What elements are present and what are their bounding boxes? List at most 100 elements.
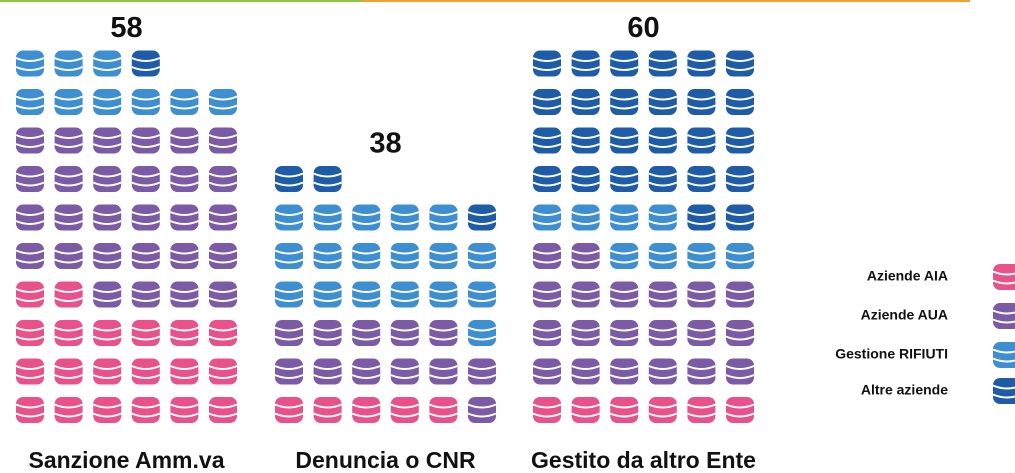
icon-sep bbox=[725, 403, 755, 409]
icon-sep bbox=[648, 95, 678, 101]
icon-sep bbox=[687, 365, 716, 370]
icon-sep bbox=[208, 288, 238, 293]
icon-group bbox=[274, 204, 497, 346]
icon-body bbox=[571, 50, 600, 77]
icon-sep bbox=[648, 66, 678, 71]
total-label: 60 bbox=[627, 12, 659, 44]
icon-sep bbox=[208, 365, 238, 370]
icon-body bbox=[93, 166, 122, 192]
icon-sep bbox=[313, 412, 342, 418]
icon-group bbox=[15, 127, 238, 308]
icon-sep bbox=[131, 258, 161, 264]
icon-sep bbox=[390, 403, 420, 409]
icon-body bbox=[687, 397, 716, 423]
icon-sep bbox=[725, 288, 755, 293]
icon-sep bbox=[609, 297, 639, 302]
icon-sep bbox=[170, 249, 199, 255]
icon-sep bbox=[92, 249, 122, 255]
icon-sep bbox=[131, 249, 161, 255]
icon-sep bbox=[725, 66, 755, 71]
icon-sep bbox=[687, 335, 716, 341]
icon-body bbox=[93, 320, 122, 346]
icon-sep bbox=[92, 297, 122, 302]
icon-body bbox=[170, 204, 199, 231]
icon-body bbox=[571, 281, 600, 308]
icon-sep bbox=[54, 288, 83, 293]
icon-sep bbox=[571, 104, 600, 110]
icon-body bbox=[352, 243, 381, 269]
icon-sep bbox=[54, 249, 83, 255]
icon-body bbox=[726, 127, 754, 154]
icon-body bbox=[93, 89, 122, 115]
icon-sep bbox=[532, 104, 562, 110]
icon-sep bbox=[274, 258, 304, 264]
icon-body bbox=[533, 320, 561, 346]
icon-sep bbox=[54, 134, 83, 139]
icon-sep bbox=[467, 326, 497, 332]
icon-sep bbox=[609, 57, 639, 62]
icon-body bbox=[726, 397, 754, 423]
icon-sep bbox=[313, 403, 342, 409]
icon-sep bbox=[15, 249, 45, 255]
legend-label: Aziende AIA bbox=[867, 268, 948, 284]
icon-group bbox=[532, 397, 755, 423]
icon-sep bbox=[687, 326, 716, 332]
legend-label: Aziende AUA bbox=[861, 307, 948, 323]
icon-body bbox=[610, 281, 639, 308]
icon-body bbox=[16, 166, 44, 192]
icon-body bbox=[54, 320, 83, 346]
icon-group bbox=[532, 243, 755, 385]
icon-body bbox=[468, 204, 496, 231]
icon-body bbox=[571, 243, 600, 269]
icon-sep bbox=[532, 258, 562, 264]
icon-sep bbox=[609, 374, 639, 379]
icon-sep bbox=[725, 258, 755, 264]
icon-sep bbox=[15, 403, 45, 409]
icon-sep bbox=[725, 220, 755, 225]
icon-sep bbox=[92, 258, 122, 264]
icon-sep bbox=[313, 297, 342, 302]
icon-body bbox=[275, 320, 303, 346]
icon-body bbox=[93, 204, 122, 231]
icon-sep bbox=[313, 220, 342, 225]
icon-sep bbox=[92, 57, 122, 62]
icon-body bbox=[390, 397, 419, 423]
icon-sep bbox=[992, 270, 1015, 276]
icon-sep bbox=[313, 326, 342, 332]
icon-body bbox=[610, 89, 639, 115]
icon-sep bbox=[15, 258, 45, 264]
icon-sep bbox=[131, 326, 161, 332]
icon-sep bbox=[429, 365, 458, 370]
icon-sep bbox=[131, 220, 161, 225]
icon-sep bbox=[390, 412, 420, 418]
icon-sep bbox=[351, 211, 381, 216]
icon-sep bbox=[274, 374, 304, 379]
icon-sep bbox=[208, 249, 238, 255]
icon-sep bbox=[390, 249, 420, 255]
icon-sep bbox=[351, 249, 381, 255]
icon-body bbox=[54, 166, 83, 192]
icon-group bbox=[131, 50, 161, 77]
icon-sep bbox=[15, 95, 45, 101]
icon-sep bbox=[687, 249, 716, 255]
icon-sep bbox=[54, 143, 83, 148]
icon-sep bbox=[92, 403, 122, 409]
icon-body bbox=[687, 204, 716, 231]
icon-body bbox=[352, 281, 381, 308]
icon-body bbox=[131, 397, 160, 423]
icon-sep bbox=[687, 104, 716, 110]
legend-label: Gestione RIFIUTI bbox=[835, 346, 948, 362]
icon-body bbox=[54, 281, 83, 308]
icon-sep bbox=[609, 326, 639, 332]
icon-body bbox=[170, 281, 199, 308]
icon-sep bbox=[609, 412, 639, 418]
icon-sep bbox=[313, 211, 342, 216]
icon-sep bbox=[571, 249, 600, 255]
icon-body bbox=[93, 397, 122, 423]
icon-sep bbox=[170, 104, 199, 110]
icon-sep bbox=[54, 95, 83, 101]
icon-body bbox=[352, 320, 381, 346]
icon-sep bbox=[15, 220, 45, 225]
icon-sep bbox=[208, 220, 238, 225]
icon-sep bbox=[725, 211, 755, 216]
